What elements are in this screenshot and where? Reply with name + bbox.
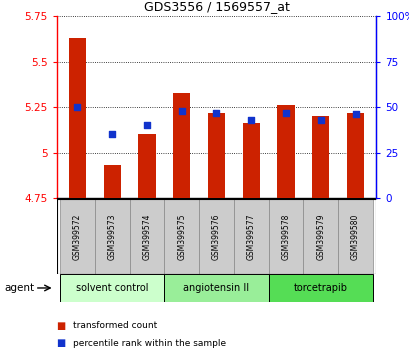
Text: torcetrapib: torcetrapib — [293, 283, 347, 293]
Bar — [303, 199, 337, 274]
Text: GSM399572: GSM399572 — [73, 213, 82, 260]
Bar — [268, 199, 303, 274]
Bar — [173, 92, 190, 198]
Text: GSM399577: GSM399577 — [246, 213, 255, 260]
Text: ■: ■ — [56, 321, 66, 331]
Bar — [60, 199, 94, 274]
Point — [109, 132, 115, 137]
Bar — [207, 113, 225, 198]
Text: GSM399573: GSM399573 — [108, 213, 117, 260]
Text: GSM399580: GSM399580 — [350, 213, 359, 260]
Text: percentile rank within the sample: percentile rank within the sample — [73, 339, 225, 348]
Text: GSM399575: GSM399575 — [177, 213, 186, 260]
Bar — [138, 135, 155, 198]
Point — [143, 122, 150, 128]
Point — [351, 112, 358, 117]
Text: solvent control: solvent control — [76, 283, 148, 293]
Bar — [199, 199, 233, 274]
Bar — [129, 199, 164, 274]
Bar — [164, 199, 199, 274]
Point — [317, 117, 323, 123]
Title: GDS3556 / 1569557_at: GDS3556 / 1569557_at — [143, 0, 289, 13]
Bar — [276, 105, 294, 198]
Bar — [94, 199, 129, 274]
Bar — [69, 38, 86, 198]
Text: agent: agent — [4, 283, 34, 293]
Bar — [164, 274, 268, 302]
Point — [213, 110, 219, 115]
Point — [282, 110, 289, 115]
Bar — [60, 274, 164, 302]
Point — [178, 108, 184, 114]
Bar — [337, 199, 372, 274]
Bar — [346, 113, 363, 198]
Bar — [233, 199, 268, 274]
Text: GSM399578: GSM399578 — [281, 213, 290, 260]
Text: GSM399576: GSM399576 — [211, 213, 220, 260]
Point — [247, 117, 254, 123]
Text: angiotensin II: angiotensin II — [183, 283, 249, 293]
Text: ■: ■ — [56, 338, 66, 348]
Bar — [311, 116, 329, 198]
Text: transformed count: transformed count — [73, 321, 157, 330]
Text: GSM399579: GSM399579 — [315, 213, 324, 260]
Bar — [103, 165, 121, 198]
Bar — [242, 124, 259, 198]
Text: GSM399574: GSM399574 — [142, 213, 151, 260]
Bar — [268, 274, 372, 302]
Point — [74, 104, 81, 110]
